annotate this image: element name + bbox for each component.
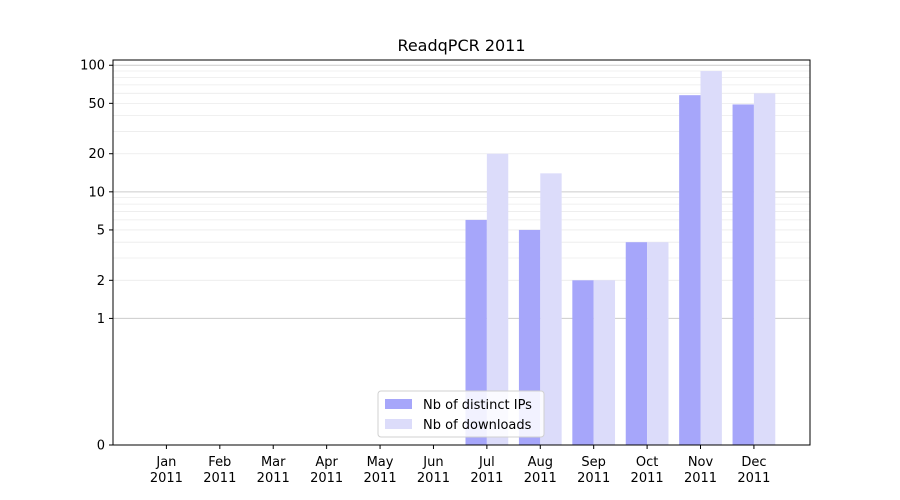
- y-tick-label: 50: [88, 97, 105, 112]
- plot-frame: [112, 59, 811, 446]
- x-tick-label: Dec: [741, 455, 766, 470]
- bar: [593, 280, 616, 445]
- x-tick-label: 2011: [684, 471, 717, 486]
- x-tick-label: 2011: [631, 471, 664, 486]
- y-tick-label: 2: [97, 274, 105, 289]
- legend-label: Nb of downloads: [423, 418, 532, 433]
- legend-box: [377, 390, 545, 438]
- legend-swatch: [385, 399, 412, 409]
- x-tick-label: Mar: [261, 455, 286, 470]
- bar: [572, 280, 594, 445]
- bar: [753, 93, 776, 445]
- x-tick-label: May: [367, 455, 394, 470]
- legend: Nb of distinct IPs Nb of downloads: [377, 390, 545, 438]
- x-tick-label: 2011: [737, 471, 770, 486]
- axes: 0125102050100Jan2011Feb2011Mar2011Apr201…: [80, 59, 811, 486]
- x-tick-label: Sep: [581, 455, 606, 470]
- bar: [732, 104, 754, 445]
- x-tick-label: 2011: [417, 471, 450, 486]
- x-tick-label: Nov: [688, 455, 714, 470]
- bars: [465, 71, 776, 446]
- bar: [465, 219, 487, 445]
- x-tick-label: Aug: [528, 455, 553, 470]
- x-tick-label: 2011: [364, 471, 397, 486]
- y-tick-label: 5: [97, 223, 105, 238]
- y-tick-label: 10: [88, 185, 105, 200]
- x-tick-label: 2011: [150, 471, 183, 486]
- legend-swatch: [385, 419, 412, 429]
- x-tick-label: 2011: [310, 471, 343, 486]
- x-tick-label: Oct: [636, 455, 658, 470]
- bar: [540, 173, 562, 445]
- x-tick-label: 2011: [577, 471, 610, 486]
- bar: [700, 71, 722, 446]
- bar: [486, 153, 509, 446]
- x-tick-label: 2011: [470, 471, 503, 486]
- x-tick-label: Apr: [315, 455, 338, 470]
- bar: [647, 242, 669, 445]
- x-tick-label: Jun: [422, 455, 443, 470]
- x-tick-label: Jan: [155, 455, 176, 470]
- bar: [625, 242, 648, 445]
- y-tick-label: 1: [97, 312, 105, 327]
- x-tick-label: 2011: [524, 471, 557, 486]
- x-tick-label: Jul: [478, 455, 495, 470]
- x-tick-label: 2011: [257, 471, 290, 486]
- bar: [679, 95, 701, 445]
- legend-label: Nb of distinct IPs: [423, 398, 532, 413]
- y-tick-label: 0: [97, 439, 105, 454]
- y-tick-label: 20: [88, 147, 105, 162]
- y-tick-label: 100: [80, 59, 105, 74]
- x-tick-label: Feb: [208, 455, 231, 470]
- x-tick-label: 2011: [203, 471, 236, 486]
- chart-title: ReadqPCR 2011: [397, 36, 525, 55]
